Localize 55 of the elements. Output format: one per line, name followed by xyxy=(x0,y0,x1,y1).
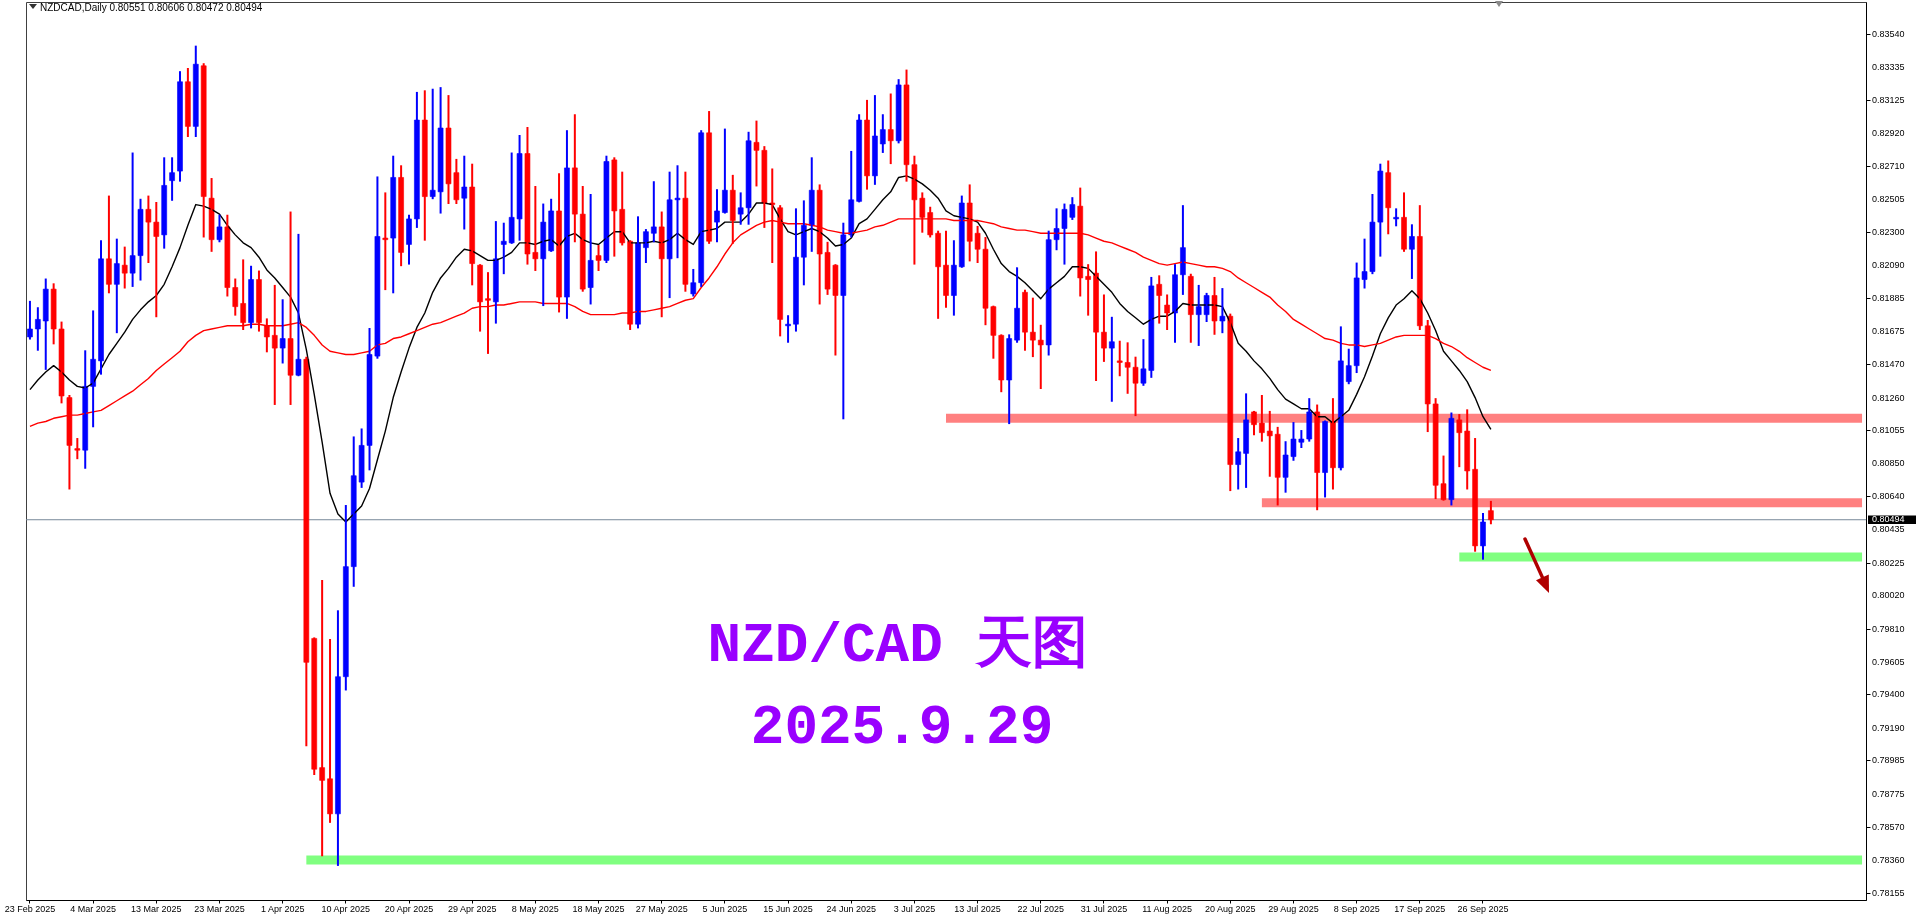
x-tick-label: 26 Sep 2025 xyxy=(1457,903,1509,914)
x-tick-label: 3 Jul 2025 xyxy=(893,903,936,914)
y-tick-label: 0.79605 xyxy=(1872,656,1905,667)
y-tick-label: 0.81055 xyxy=(1872,425,1905,436)
annotation: NZD/CAD 天图 xyxy=(707,614,1089,678)
y-tick-label: 0.78985 xyxy=(1872,755,1905,766)
x-tick-label: 8 Sep 2025 xyxy=(1333,903,1380,914)
y-tick-label: 0.81470 xyxy=(1872,359,1905,370)
x-tick-label: 31 Jul 2025 xyxy=(1080,903,1128,914)
y-tick-label: 0.83540 xyxy=(1872,28,1905,39)
ref-line-label: 0.80494 xyxy=(1872,514,1905,525)
x-tick-label: 10 Apr 2025 xyxy=(321,903,371,914)
x-tick-label: 13 Mar 2025 xyxy=(131,903,182,914)
x-tick-label: 15 Jun 2025 xyxy=(763,903,813,914)
y-tick-label: 0.82505 xyxy=(1872,193,1905,204)
x-tick-label: 8 May 2025 xyxy=(511,903,559,914)
x-tick-label: 13 Jul 2025 xyxy=(954,903,1001,914)
y-tick-label: 0.83125 xyxy=(1872,95,1905,106)
x-tick-label: 17 Sep 2025 xyxy=(1394,903,1446,914)
chart-title: NZDCAD,Daily 0.80551 0.80606 0.80472 0.80494 xyxy=(40,2,263,13)
y-tick-label: 0.78155 xyxy=(1872,887,1905,898)
y-tick-label: 0.81260 xyxy=(1872,392,1905,403)
y-tick-label: 0.82710 xyxy=(1872,161,1905,172)
y-tick-label: 0.78775 xyxy=(1872,788,1905,799)
y-tick-label: 0.80435 xyxy=(1872,524,1905,535)
x-tick-label: 20 Aug 2025 xyxy=(1205,903,1256,914)
x-tick-label: 18 May 2025 xyxy=(572,903,625,914)
y-tick-label: 0.83335 xyxy=(1872,61,1905,72)
x-tick-label: 23 Mar 2025 xyxy=(194,903,245,914)
x-tick-label: 22 Jul 2025 xyxy=(1017,903,1065,914)
x-tick-label: 5 Jun 2025 xyxy=(702,903,748,914)
y-tick-label: 0.80225 xyxy=(1872,557,1905,568)
x-tick-label: 11 Aug 2025 xyxy=(1142,903,1193,914)
x-tick-label: 23 Feb 2025 xyxy=(4,903,56,914)
y-tick-label: 0.79810 xyxy=(1872,623,1905,634)
x-tick-label: 4 Mar 2025 xyxy=(70,903,116,914)
x-tick-label: 27 May 2025 xyxy=(635,903,688,914)
y-tick-label: 0.79190 xyxy=(1872,722,1905,733)
y-tick-label: 0.80850 xyxy=(1872,457,1905,468)
y-tick-label: 0.81675 xyxy=(1872,326,1905,337)
x-tick-label: 29 Apr 2025 xyxy=(447,903,497,914)
x-tick-label: 1 Apr 2025 xyxy=(260,903,305,914)
y-tick-label: 0.78360 xyxy=(1872,855,1905,866)
y-tick-label: 0.82090 xyxy=(1872,260,1905,271)
y-tick-label: 0.81885 xyxy=(1872,292,1905,303)
y-tick-label: 0.80020 xyxy=(1872,590,1905,601)
y-tick-label: 0.79400 xyxy=(1872,689,1905,700)
y-tick-label: 0.78570 xyxy=(1872,821,1905,832)
x-tick-label: 24 Jun 2025 xyxy=(826,903,877,914)
y-tick-label: 0.80640 xyxy=(1872,491,1905,502)
x-tick-label: 29 Aug 2025 xyxy=(1268,903,1319,914)
annotation: 2025.9.29 xyxy=(750,696,1054,760)
y-tick-label: 0.82300 xyxy=(1872,226,1905,237)
y-tick-label: 0.82920 xyxy=(1872,127,1905,138)
x-tick-label: 20 Apr 2025 xyxy=(384,903,434,914)
